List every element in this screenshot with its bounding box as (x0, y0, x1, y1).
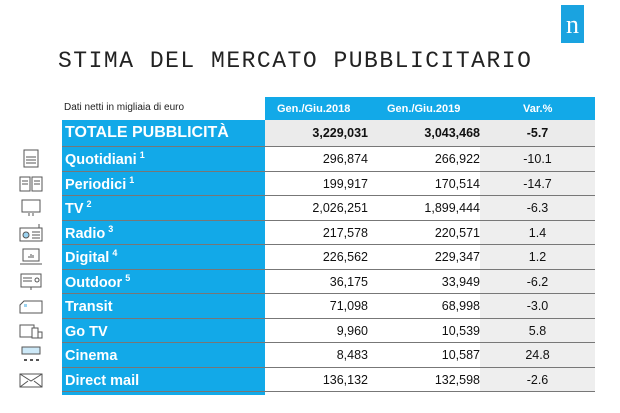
value-2019: 229,347 (434, 250, 480, 264)
row-label: TOTALE PUBBLICITÀ (65, 124, 229, 141)
van-icon (18, 296, 44, 316)
value-2018: 9,960 (336, 323, 368, 338)
newspaper-icon (18, 149, 44, 169)
footnote-marker: 5 (125, 272, 131, 283)
value-2019: 170,514 (434, 176, 480, 191)
devices-icon (18, 321, 44, 341)
value-var: -6.2 (480, 269, 595, 293)
value-var: -6.3 (480, 196, 595, 220)
value-var: -3.0 (480, 294, 595, 318)
table-row: Periodici 1 199,917 170,514 -14.7 (62, 171, 595, 196)
value-2018: 226,562 (322, 250, 368, 264)
page-title: STIMA DEL MERCATO PUBBLICITARIO (58, 48, 533, 74)
row-label: Direct mail (65, 372, 140, 389)
envelope-icon (18, 370, 44, 390)
value-var: 5.8 (480, 318, 595, 342)
table-row: Transit 71,098 68,998 -3.0 (62, 294, 595, 319)
value-var: -5.7 (526, 126, 549, 140)
total-row: TOTALE PUBBLICITÀ 3,229,031 3,043,468 -5… (62, 120, 595, 147)
col-var: Var.% (523, 103, 553, 115)
radio-icon (18, 223, 44, 243)
table-row: Digital 4 226,562 229,347 1.2 (62, 245, 595, 270)
row-label: TV 2 (65, 199, 92, 217)
value-2019: 10,539 (441, 323, 480, 338)
billboard-icon (18, 272, 44, 292)
cinema-icon (18, 345, 44, 365)
footnote-marker: 4 (112, 248, 118, 258)
label-column (62, 120, 265, 395)
value-2019: 33,949 (441, 274, 480, 289)
table-row: Radio 3 217,578 220,571 1.4 (62, 220, 595, 245)
value-2018: 36,175 (329, 274, 368, 289)
table-header: Gen./Giu.2018 Gen./Giu.2019 Var.% (265, 97, 595, 120)
open-book-icon (18, 174, 44, 194)
value-var: 24.8 (480, 343, 595, 367)
table-row: Direct mail 136,132 132,598 -2.6 (62, 367, 595, 392)
footnote-marker: 1 (139, 150, 145, 160)
laptop-icon (18, 247, 44, 267)
row-label: Periodici 1 (65, 174, 135, 193)
footnote-marker: 2 (86, 199, 92, 209)
value-2018: 3,229,031 (312, 126, 368, 140)
row-label: Radio 3 (65, 223, 114, 242)
value-var: 1.2 (480, 245, 595, 269)
units-note: Dati netti in migliaia di euro (64, 102, 185, 113)
brand-logo: n (561, 5, 584, 43)
col-2018: Gen./Giu.2018 (277, 103, 351, 115)
value-2019: 1,899,444 (424, 201, 480, 215)
table-row: Outdoor 5 36,175 33,949 -6.2 (62, 269, 595, 294)
value-var: -14.7 (480, 171, 595, 195)
value-2018: 136,132 (322, 372, 368, 387)
row-label: Cinema (65, 348, 118, 364)
value-2018: 71,098 (329, 299, 368, 313)
value-2019: 68,998 (441, 299, 480, 313)
footnote-marker: 1 (129, 174, 135, 185)
row-label: Transit (65, 299, 113, 315)
value-2018: 8,483 (336, 348, 368, 362)
table-row: Quotidiani 1 296,874 266,922 -10.1 (62, 147, 595, 172)
value-2019: 132,598 (434, 372, 480, 387)
row-label: Outdoor 5 (65, 272, 131, 291)
value-2018: 217,578 (322, 225, 368, 240)
row-label: Quotidiani 1 (65, 150, 145, 168)
value-2019: 10,587 (441, 348, 480, 362)
row-label: Go TV (65, 323, 108, 340)
value-2018: 296,874 (322, 152, 368, 166)
tv-icon (18, 198, 44, 218)
table-row: Cinema 8,483 10,587 24.8 (62, 343, 595, 368)
table-row: Go TV 9,960 10,539 5.8 (62, 318, 595, 343)
footnote-marker: 3 (108, 223, 114, 234)
value-2019: 3,043,468 (424, 126, 480, 140)
row-label: Digital 4 (65, 248, 118, 266)
value-2019: 220,571 (434, 225, 480, 240)
value-var: -10.1 (480, 147, 595, 171)
table-row: TV 2 2,026,251 1,899,444 -6.3 (62, 196, 595, 221)
value-var: -2.6 (480, 367, 595, 391)
col-2019: Gen./Giu.2019 (387, 103, 461, 115)
value-var: 1.4 (480, 220, 595, 244)
value-2019: 266,922 (434, 152, 480, 166)
value-2018: 199,917 (322, 176, 368, 191)
value-2018: 2,026,251 (312, 201, 368, 215)
